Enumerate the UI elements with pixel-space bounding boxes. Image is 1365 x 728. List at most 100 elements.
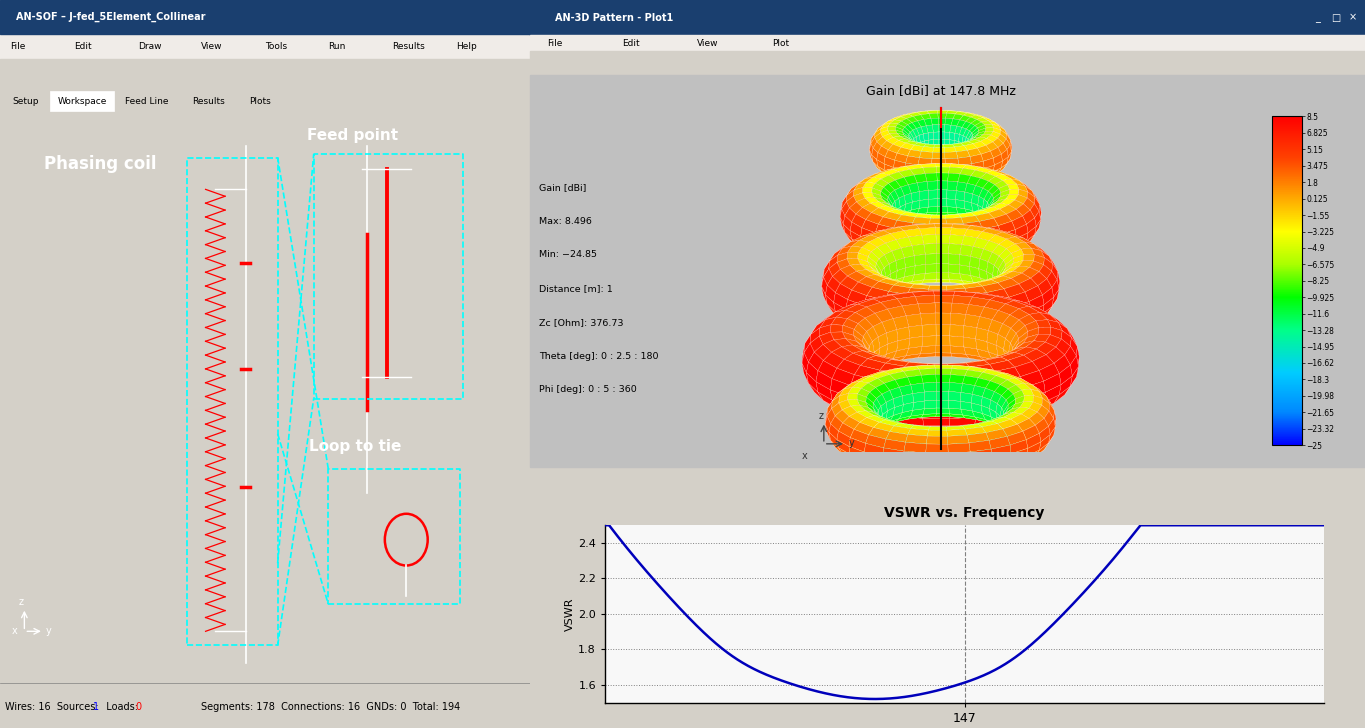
Polygon shape — [927, 181, 938, 191]
Polygon shape — [1021, 303, 1035, 309]
Polygon shape — [981, 160, 992, 165]
Polygon shape — [876, 259, 885, 272]
Polygon shape — [863, 182, 875, 188]
Polygon shape — [931, 146, 936, 151]
Polygon shape — [1009, 344, 1018, 357]
Polygon shape — [868, 357, 871, 373]
Polygon shape — [880, 232, 890, 242]
Polygon shape — [1003, 462, 1022, 471]
Polygon shape — [984, 164, 994, 167]
Polygon shape — [853, 376, 863, 389]
Polygon shape — [804, 344, 814, 362]
Polygon shape — [927, 430, 947, 436]
Polygon shape — [891, 225, 913, 231]
Polygon shape — [1011, 402, 1024, 409]
Polygon shape — [1003, 328, 1025, 337]
Polygon shape — [925, 173, 938, 181]
Polygon shape — [984, 357, 1007, 365]
Polygon shape — [998, 134, 1006, 143]
Polygon shape — [1006, 194, 1018, 200]
Polygon shape — [887, 209, 906, 217]
Polygon shape — [904, 468, 927, 475]
Polygon shape — [1010, 210, 1025, 223]
Polygon shape — [876, 371, 885, 386]
Polygon shape — [953, 114, 964, 120]
Polygon shape — [935, 173, 943, 179]
Polygon shape — [928, 340, 947, 344]
Polygon shape — [942, 151, 949, 158]
Polygon shape — [965, 209, 976, 217]
Polygon shape — [969, 297, 990, 307]
Polygon shape — [879, 202, 893, 207]
Polygon shape — [870, 285, 890, 292]
Polygon shape — [879, 313, 905, 328]
Polygon shape — [947, 257, 966, 264]
Polygon shape — [964, 175, 975, 181]
Polygon shape — [947, 249, 966, 258]
Polygon shape — [842, 195, 846, 209]
Polygon shape — [1003, 179, 1017, 185]
Polygon shape — [934, 390, 956, 400]
Polygon shape — [947, 343, 968, 344]
Polygon shape — [916, 141, 924, 146]
Polygon shape — [902, 217, 910, 227]
Polygon shape — [979, 218, 998, 229]
Polygon shape — [1001, 130, 1007, 139]
Polygon shape — [1005, 258, 1014, 269]
Polygon shape — [829, 256, 838, 269]
Polygon shape — [1007, 373, 1028, 383]
Polygon shape — [931, 324, 946, 333]
Polygon shape — [983, 325, 1009, 341]
Polygon shape — [861, 228, 875, 242]
Polygon shape — [859, 372, 879, 381]
Polygon shape — [905, 294, 927, 305]
Polygon shape — [971, 422, 987, 427]
Polygon shape — [897, 167, 916, 175]
Polygon shape — [839, 218, 845, 232]
Polygon shape — [905, 139, 916, 141]
Text: Zc [Ohm]: 376.73: Zc [Ohm]: 376.73 — [539, 318, 624, 327]
Polygon shape — [928, 132, 934, 141]
Polygon shape — [910, 130, 916, 138]
Polygon shape — [865, 197, 879, 203]
Text: Plots: Plots — [248, 97, 270, 106]
Polygon shape — [1018, 306, 1040, 314]
Polygon shape — [986, 217, 988, 229]
Text: Feed point: Feed point — [307, 128, 399, 143]
Polygon shape — [1007, 291, 1025, 298]
Polygon shape — [901, 143, 915, 150]
Text: View: View — [202, 42, 222, 51]
Polygon shape — [1050, 314, 1067, 328]
Polygon shape — [910, 140, 920, 144]
Polygon shape — [960, 127, 966, 136]
Polygon shape — [966, 165, 984, 167]
Polygon shape — [971, 191, 990, 202]
Polygon shape — [1016, 441, 1024, 449]
Polygon shape — [987, 341, 998, 355]
Polygon shape — [827, 254, 839, 271]
Polygon shape — [826, 416, 827, 432]
Polygon shape — [889, 229, 912, 237]
Polygon shape — [1054, 264, 1059, 281]
Polygon shape — [839, 387, 852, 396]
Polygon shape — [823, 352, 844, 368]
Polygon shape — [1046, 396, 1054, 411]
Polygon shape — [976, 392, 998, 404]
Polygon shape — [1011, 461, 1029, 467]
Polygon shape — [804, 374, 814, 392]
Polygon shape — [913, 154, 924, 156]
Polygon shape — [826, 365, 845, 379]
Polygon shape — [901, 114, 913, 119]
Polygon shape — [909, 325, 923, 339]
Polygon shape — [893, 348, 909, 358]
Polygon shape — [905, 424, 928, 429]
Polygon shape — [973, 186, 983, 197]
Polygon shape — [883, 155, 894, 162]
Polygon shape — [856, 245, 871, 255]
Polygon shape — [954, 180, 973, 191]
Polygon shape — [919, 303, 935, 314]
Polygon shape — [996, 133, 1005, 145]
Polygon shape — [905, 381, 919, 395]
Polygon shape — [890, 474, 910, 477]
Polygon shape — [936, 145, 949, 150]
